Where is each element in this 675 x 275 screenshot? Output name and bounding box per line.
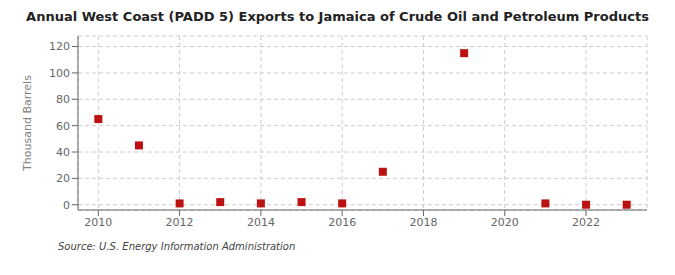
- svg-text:20: 20: [56, 172, 70, 185]
- svg-text:2012: 2012: [166, 216, 194, 229]
- svg-text:60: 60: [56, 120, 70, 133]
- html-text:Annual West Coast (PADD 5) Exp: Annual West Coast (PADD 5) Exports to Ja…: [26, 9, 649, 24]
- svg-text:2010: 2010: [84, 216, 112, 229]
- svg-text:2016: 2016: [328, 216, 356, 229]
- svg-text:120: 120: [49, 40, 70, 53]
- svg-text:0: 0: [63, 199, 70, 212]
- svg-text:2020: 2020: [491, 216, 519, 229]
- svg-text:2022: 2022: [572, 216, 600, 229]
- svg-text:2018: 2018: [409, 216, 437, 229]
- html-text:Source: U.S. Energy Informatio: Source: U.S. Energy Information Administ…: [58, 241, 296, 252]
- svg-text:2014: 2014: [247, 216, 275, 229]
- svg-text:40: 40: [56, 146, 70, 159]
- svg-text:Thousand Barrels: Thousand Barrels: [21, 75, 34, 172]
- svg-text:80: 80: [56, 93, 70, 106]
- svg-text:100: 100: [49, 67, 70, 80]
